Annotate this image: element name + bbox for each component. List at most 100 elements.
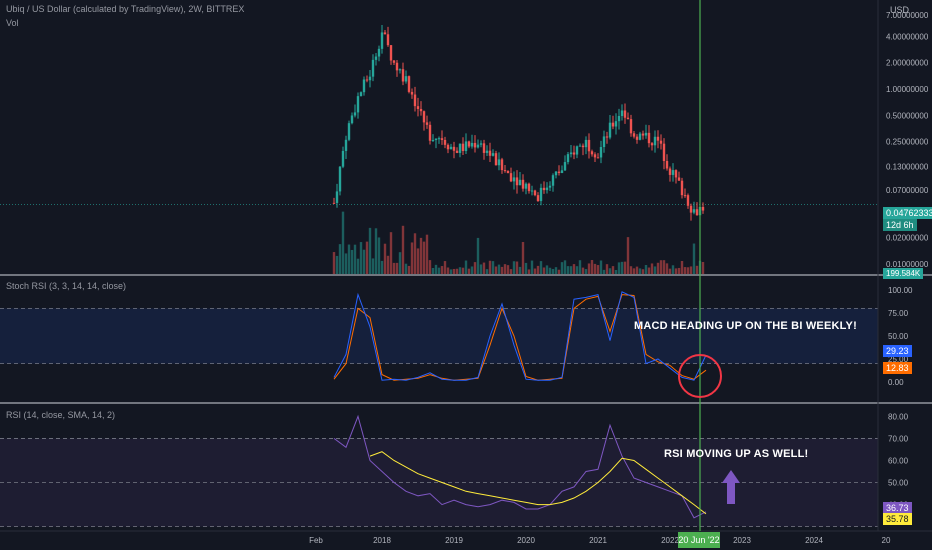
volume-bar [404, 263, 408, 274]
candle-body [560, 170, 564, 173]
candle-body [338, 166, 342, 192]
volume-bar [551, 268, 555, 274]
candle-body [482, 143, 486, 153]
candle-body [488, 150, 492, 156]
candle-body [548, 185, 552, 188]
candle-body [566, 154, 570, 163]
candle-body [350, 115, 354, 124]
volume-bar [347, 244, 351, 274]
volume-bar [626, 237, 630, 274]
candle-body [527, 183, 531, 192]
time-cursor-badge: 20 Jun '22 [678, 532, 720, 548]
volume-bar [422, 241, 426, 274]
candle-body [554, 171, 558, 176]
rsi-annotation: RSI MOVING UP AS WELL! [664, 448, 809, 460]
candle-body [575, 146, 579, 155]
stoch-pane-bg [0, 276, 932, 402]
volume-bar [638, 268, 642, 274]
volume-bar [467, 268, 471, 274]
time-axis-label: Feb [309, 536, 323, 545]
price-axis-tick: 0.02000000 [886, 234, 929, 243]
volume-bar [383, 243, 387, 274]
volume-bar [401, 225, 405, 274]
up-arrow-head [722, 470, 740, 483]
rsi-axis-tick: 60.00 [888, 456, 909, 465]
candle-body [458, 143, 462, 153]
volume-bar [341, 211, 345, 274]
candle-body [674, 170, 678, 178]
volume-bar [560, 262, 564, 274]
volume-bar [683, 267, 687, 274]
candle-body [689, 205, 693, 213]
volume-bar [371, 258, 375, 274]
volume-bar [641, 269, 645, 274]
candle-body [701, 206, 705, 211]
volume-bar [395, 262, 399, 274]
candle-body [521, 179, 525, 189]
volume-bar [377, 237, 381, 274]
candle-body [518, 179, 522, 186]
candle-body [653, 136, 657, 146]
rsi-sma-badge: 35.78 [883, 513, 912, 525]
last-price-badge: 0.04762333 [883, 207, 932, 219]
volume-bar [344, 253, 348, 274]
stoch-axis-tick: 25.00 [888, 355, 909, 364]
rsi-axis-tick: 80.00 [888, 412, 909, 421]
candle-body [374, 56, 378, 60]
volume-bar [476, 237, 480, 274]
volume-bar [368, 227, 372, 274]
candle-body [443, 139, 447, 145]
candle-body [536, 195, 540, 202]
volume-bar [632, 268, 636, 274]
candle-body [473, 142, 477, 148]
candle-body [359, 92, 363, 97]
volume-bar [662, 260, 666, 274]
price-axis-tick: 0.25000000 [886, 138, 929, 147]
candle-body [449, 146, 453, 150]
rsi-sma-line [369, 451, 707, 515]
volume-bar [413, 233, 417, 274]
candle-body [587, 139, 591, 152]
volume-bar [533, 268, 537, 274]
candle-body [476, 144, 480, 148]
candle-body [392, 60, 396, 63]
volume-bar [602, 269, 606, 274]
candle-body [431, 140, 435, 142]
candle-body [662, 143, 666, 162]
volume-bar [392, 262, 396, 274]
time-cursor-label: 20 Jun '22 [678, 535, 720, 545]
candle-body [614, 121, 618, 127]
volume-bar [407, 265, 411, 274]
volume-bar [509, 269, 513, 274]
candle-body [569, 152, 573, 155]
candle-body [353, 112, 357, 116]
stoch-k-badge: 29.23 [883, 345, 912, 357]
volume-bar [332, 252, 336, 274]
candle-body [416, 106, 420, 109]
candle-body [455, 150, 459, 153]
price-axis-tick: 0.13000000 [886, 163, 929, 172]
volume-bar [449, 269, 453, 274]
volume-bar [455, 268, 459, 274]
volume-bar [374, 228, 378, 274]
stoch-k-line [333, 291, 707, 381]
volume-bar [458, 267, 462, 274]
candle-body [551, 175, 555, 186]
rsi-line [333, 414, 707, 519]
volume-bar [380, 260, 384, 274]
volume-bar [593, 263, 597, 274]
highlight-circle [678, 354, 722, 398]
volume-bar [695, 265, 699, 274]
volume-bar [596, 265, 600, 274]
volume-bar [425, 234, 429, 274]
volume-bar [671, 265, 675, 274]
candle-body [407, 76, 411, 92]
time-axis-label: 2019 [445, 536, 463, 545]
rsi-pane-bg [0, 404, 932, 530]
price-axis-tick: 7.00000000 [886, 11, 929, 20]
candle-body [428, 124, 432, 141]
candle-body [524, 183, 528, 189]
stoch-d-line [333, 294, 707, 381]
candle-body [539, 187, 543, 202]
